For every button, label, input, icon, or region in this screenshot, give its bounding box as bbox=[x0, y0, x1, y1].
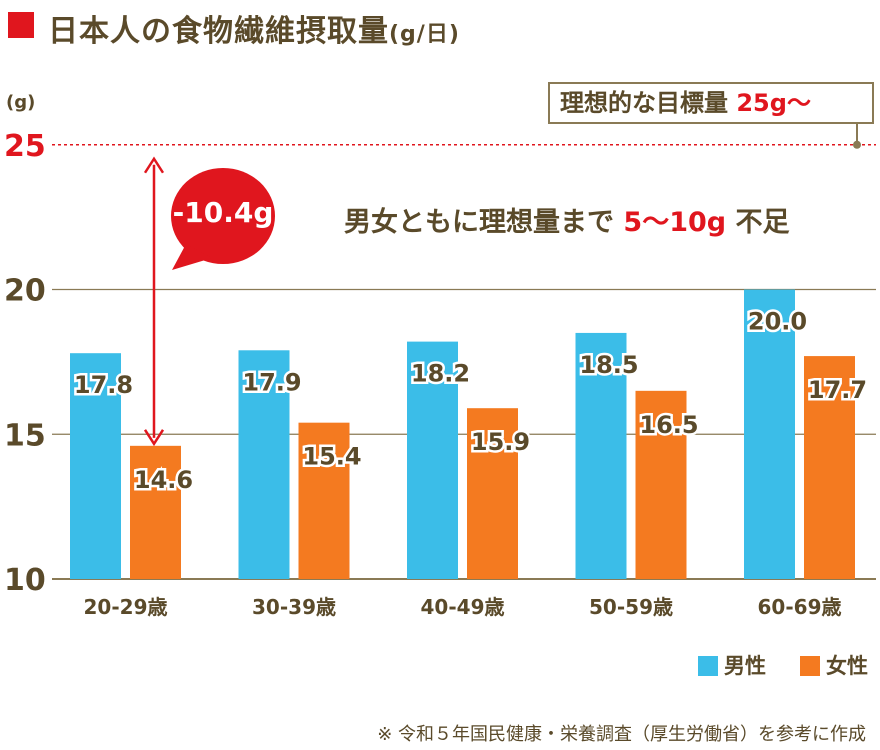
x-tick-label-20-29歳: 20-29歳 bbox=[84, 595, 168, 619]
bar-male-50-59歳 bbox=[575, 332, 627, 579]
chart-title-unit: (g/日) bbox=[389, 22, 460, 47]
bar-male-40-49歳 bbox=[407, 341, 458, 579]
bar-female-30-39歳 bbox=[298, 422, 350, 579]
callout-bubble-tail bbox=[172, 244, 212, 270]
x-tick-label-60-69歳: 60-69歳 bbox=[758, 595, 842, 619]
target-value: 25g〜 bbox=[736, 89, 811, 117]
message-prefix: 男女ともに理想量まで bbox=[344, 207, 614, 238]
legend-label-female: 女性 bbox=[826, 654, 868, 678]
x-tick-label-30-39歳: 30-39歳 bbox=[252, 595, 336, 619]
legend-item-female: 女性 bbox=[800, 650, 868, 680]
y-tick-label-15: 15 bbox=[4, 418, 46, 453]
data-label-male-50-59歳: 18.5 bbox=[579, 351, 638, 379]
data-label-female-30-39歳: 15.4 bbox=[302, 443, 361, 471]
data-label-female-20-29歳: 14.6 bbox=[134, 466, 193, 494]
legend-swatch-female bbox=[800, 656, 820, 676]
data-label-female-50-59歳: 16.5 bbox=[639, 411, 698, 439]
bar-female-60-69歳 bbox=[804, 356, 855, 579]
data-label-male-60-69歳: 20.0 bbox=[748, 308, 807, 336]
bar-male-20-29歳 bbox=[70, 353, 121, 579]
chart-title: 日本人の食物繊維摂取量(g/日) bbox=[48, 6, 460, 50]
bar-female-50-59歳 bbox=[635, 390, 687, 579]
legend-item-male: 男性 bbox=[698, 650, 766, 680]
source-footnote: ※ 令和５年国民健康・栄養調査（厚生労働省）を参考に作成 bbox=[377, 724, 866, 745]
callout-text: -10.4g bbox=[172, 196, 274, 229]
legend-swatch-male bbox=[698, 656, 718, 676]
bar-male-60-69歳 bbox=[744, 289, 795, 579]
target-label: 理想的な目標量 bbox=[560, 89, 728, 117]
title-marker bbox=[8, 12, 34, 38]
data-label-female-40-49歳: 15.9 bbox=[471, 428, 530, 456]
callout-bubble bbox=[171, 168, 275, 264]
x-tick-label-50-59歳: 50-59歳 bbox=[589, 595, 673, 619]
message-highlight: 5〜10g bbox=[623, 207, 727, 238]
target-leader-dot bbox=[853, 140, 861, 149]
message-suffix: 不足 bbox=[735, 207, 790, 238]
y-tick-label-20: 20 bbox=[4, 274, 46, 309]
x-tick-label-40-49歳: 40-49歳 bbox=[421, 595, 505, 619]
data-label-male-30-39歳: 17.9 bbox=[242, 368, 301, 396]
shortfall-message: 男女ともに理想量まで 5〜10g 不足 bbox=[344, 200, 790, 239]
target-label-box: 理想的な目標量 25g〜 bbox=[548, 82, 874, 124]
chart-title-text: 日本人の食物繊維摂取量 bbox=[48, 14, 389, 49]
bar-female-40-49歳 bbox=[467, 408, 518, 579]
bar-male-30-39歳 bbox=[238, 350, 290, 579]
data-label-female-60-69歳: 17.7 bbox=[808, 376, 867, 404]
gap-arrow-head-top bbox=[143, 156, 165, 174]
y-tick-label-10: 10 bbox=[4, 563, 46, 598]
data-label-male-20-29歳: 17.8 bbox=[74, 371, 133, 399]
y-axis-unit: (g) bbox=[6, 92, 35, 113]
gap-arrow-head-bottom bbox=[143, 429, 165, 447]
legend-label-male: 男性 bbox=[724, 654, 766, 678]
data-label-male-40-49歳: 18.2 bbox=[411, 360, 470, 388]
y-tick-label-25: 25 bbox=[4, 129, 46, 164]
bar-female-20-29歳 bbox=[130, 445, 181, 579]
